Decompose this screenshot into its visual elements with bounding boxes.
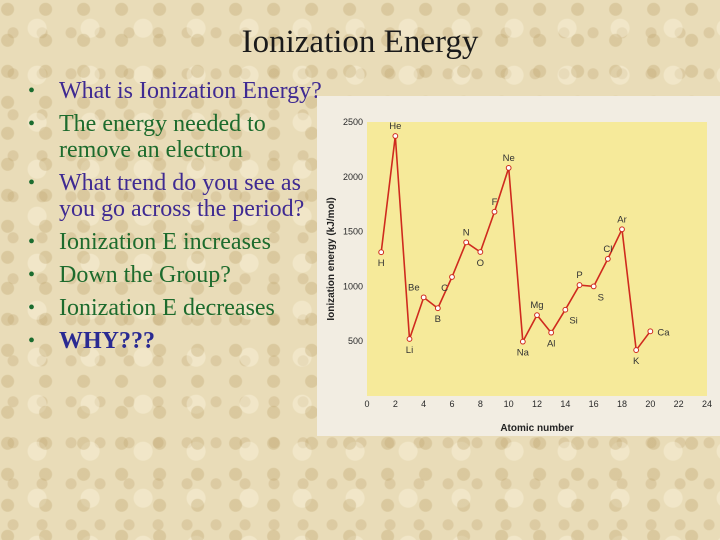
data-point <box>590 283 597 290</box>
data-point <box>477 249 484 255</box>
data-point <box>420 294 427 301</box>
bullet-text: The energy needed to remove an electron <box>59 111 266 163</box>
y-tick-label: 500 <box>348 336 363 346</box>
bullet-text: WHY??? <box>59 328 155 354</box>
element-label: Ne <box>503 153 515 164</box>
element-label: K <box>633 356 640 367</box>
data-point <box>604 255 611 262</box>
y-tick-label: 2000 <box>343 172 363 182</box>
plot-area <box>367 122 707 396</box>
element-label: Ar <box>617 214 627 225</box>
bullet-dot-icon: • <box>28 297 36 319</box>
bullet-item: • Ionization E increases <box>28 229 328 255</box>
data-point <box>534 312 540 319</box>
bullet-dot-icon: • <box>28 231 36 253</box>
x-tick-label: 18 <box>617 399 627 409</box>
x-tick-label: 10 <box>504 399 514 409</box>
data-point <box>491 208 498 215</box>
data-point <box>619 226 625 233</box>
data-point <box>647 328 654 335</box>
element-label: Si <box>569 316 577 327</box>
y-tick-label: 1500 <box>343 227 363 237</box>
ionization-energy-chart: 500 1000 1500 2000 2500 0 2 4 6 8 10 12 14 16 18 20 22 24… <box>317 96 720 436</box>
data-point <box>548 329 555 336</box>
element-label: Mg <box>530 300 543 311</box>
bullet-text: Down the Group? <box>59 262 231 288</box>
bullet-dot-icon: • <box>28 80 36 102</box>
data-point <box>562 306 569 313</box>
bullet-item: • Ionization E decreases <box>28 295 328 321</box>
element-label: F <box>492 197 498 208</box>
x-tick-label: 14 <box>560 399 570 409</box>
element-label: B <box>435 314 441 325</box>
bullet-dot-icon: • <box>28 330 36 352</box>
x-tick-label: 4 <box>421 399 426 409</box>
data-point <box>519 338 526 345</box>
element-label: P <box>576 270 582 281</box>
data-point <box>576 282 583 288</box>
bullet-text: Ionization E decreases <box>59 295 275 321</box>
data-point <box>449 274 455 280</box>
data-point <box>633 347 640 353</box>
bullet-item: • What trend do you see as you go across … <box>28 170 328 222</box>
y-axis-title: Ionization energy (kJ/mol) <box>326 197 337 320</box>
element-label: H <box>378 258 385 269</box>
element-label: Ca <box>657 327 670 338</box>
x-tick-label: 0 <box>364 399 369 409</box>
bullet-item: • What is Ionization Energy? <box>28 78 328 104</box>
y-tick-label: 1000 <box>343 281 363 291</box>
element-label: He <box>389 121 401 132</box>
element-label: Be <box>408 282 420 293</box>
x-tick-label: 8 <box>478 399 483 409</box>
element-label: O <box>477 258 484 269</box>
x-tick-label: 2 <box>393 399 398 409</box>
x-tick-label: 16 <box>589 399 599 409</box>
bullet-text: Ionization E increases <box>59 229 271 255</box>
data-point <box>392 133 399 139</box>
data-point <box>406 336 413 342</box>
bullet-text: What is Ionization Energy? <box>59 78 322 104</box>
element-label: S <box>598 292 604 303</box>
element-label: Cl <box>603 244 612 255</box>
element-label: N <box>463 227 470 238</box>
y-tick-label: 2500 <box>343 117 363 127</box>
bullet-dot-icon: • <box>28 264 36 286</box>
series-line <box>380 135 651 353</box>
x-tick-label: 22 <box>674 399 684 409</box>
x-tick-label: 24 <box>702 399 712 409</box>
bullet-item: • WHY??? <box>28 328 328 354</box>
x-tick-label: 20 <box>645 399 655 409</box>
element-label: C <box>441 283 448 294</box>
data-point <box>505 165 512 171</box>
bullet-dot-icon: • <box>28 113 36 135</box>
data-point <box>463 239 470 246</box>
slide-title: Ionization Energy <box>241 24 479 60</box>
element-label: Al <box>547 339 555 350</box>
bullet-text: What trend do you see as you go across t… <box>59 170 305 222</box>
bullet-item: • Down the Group? <box>28 262 328 288</box>
bullet-list: • What is Ionization Energy? • The energy n… <box>28 78 328 361</box>
bullet-item: • The energy needed to remove an electron <box>28 111 328 163</box>
data-point <box>434 305 441 312</box>
element-label: Na <box>517 348 530 359</box>
element-label: Li <box>406 345 413 356</box>
x-axis-title: Atomic number <box>500 423 573 434</box>
bullet-dot-icon: • <box>28 172 36 194</box>
data-point <box>378 249 385 256</box>
x-tick-label: 6 <box>449 399 454 409</box>
x-tick-label: 12 <box>532 399 542 409</box>
